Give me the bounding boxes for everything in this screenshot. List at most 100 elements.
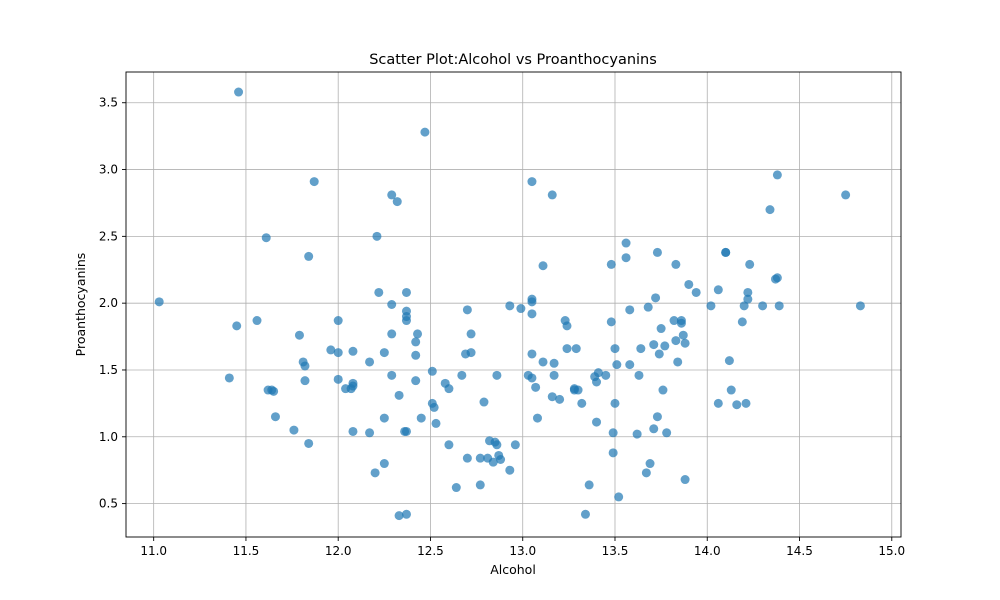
data-point	[855, 301, 865, 311]
data-point	[656, 324, 666, 334]
data-point	[401, 287, 411, 297]
data-point	[632, 429, 642, 439]
data-point	[304, 251, 314, 261]
data-point	[387, 300, 397, 309]
y-axis-ticks: 0.5 1.0 1.5 2.0 2.5 3.0 3.5	[99, 96, 126, 511]
data-point	[739, 301, 749, 311]
data-point	[562, 321, 572, 331]
y-tick-label: 1.5	[99, 363, 118, 377]
data-point	[496, 455, 506, 464]
data-point	[601, 370, 611, 380]
data-point	[592, 417, 602, 427]
data-point	[462, 453, 472, 463]
data-point	[774, 301, 784, 311]
data-point	[234, 87, 244, 97]
data-point	[466, 348, 476, 358]
data-point	[643, 302, 653, 312]
data-point	[571, 344, 581, 354]
data-point	[538, 261, 548, 271]
data-point	[527, 373, 537, 383]
data-point	[392, 197, 402, 207]
data-point	[577, 398, 587, 408]
data-point	[431, 418, 441, 428]
x-tick-label: 11.0	[140, 544, 167, 558]
x-tick-label: 12.5	[417, 544, 444, 558]
data-point	[532, 413, 542, 423]
data-point	[475, 480, 485, 490]
data-point	[660, 341, 670, 351]
data-point	[333, 348, 343, 358]
data-point	[612, 360, 622, 370]
data-point	[348, 426, 358, 436]
data-point	[261, 233, 271, 243]
data-point	[348, 346, 358, 356]
data-point	[608, 448, 618, 458]
data-point	[658, 385, 668, 395]
data-point	[492, 370, 502, 380]
data-point	[732, 400, 742, 410]
data-point	[706, 301, 716, 311]
data-point	[549, 370, 559, 380]
data-point	[411, 337, 421, 347]
data-point	[592, 377, 602, 387]
data-point	[527, 297, 537, 307]
data-point	[444, 384, 454, 394]
data-point	[348, 378, 358, 388]
data-point	[379, 413, 389, 423]
data-point	[475, 453, 485, 463]
data-point	[527, 349, 537, 359]
plot-frame	[125, 71, 902, 538]
data-point	[411, 376, 421, 386]
data-point	[573, 385, 583, 395]
data-point	[154, 297, 164, 307]
data-point	[466, 329, 476, 339]
data-point	[401, 426, 411, 436]
data-point	[333, 316, 343, 326]
data-point	[684, 279, 694, 289]
x-tick-label: 11.5	[233, 544, 260, 558]
data-point	[743, 294, 753, 304]
data-point	[527, 177, 537, 187]
data-point	[479, 397, 489, 407]
data-point	[671, 259, 681, 269]
data-point	[394, 390, 404, 400]
data-point	[270, 412, 280, 422]
data-point	[562, 344, 572, 354]
data-point	[387, 190, 397, 200]
data-point	[649, 424, 659, 434]
data-point	[427, 366, 437, 376]
data-point	[527, 309, 537, 319]
data-point	[538, 357, 548, 367]
data-point	[505, 301, 515, 311]
data-point	[492, 440, 502, 450]
data-point	[379, 459, 389, 469]
y-tick-label: 3.0	[99, 163, 118, 177]
data-point	[326, 345, 336, 355]
data-point	[634, 370, 644, 380]
data-point	[680, 475, 690, 485]
data-point	[289, 425, 299, 435]
data-point	[387, 370, 397, 380]
data-point	[516, 304, 526, 314]
x-axis-ticks: 11.0 11.5 12.0 12.5 13.0 13.5 14.0 14.5 15.0	[140, 537, 905, 558]
data-point	[531, 382, 541, 392]
data-point	[741, 398, 751, 408]
data-point	[772, 273, 782, 283]
data-point	[841, 190, 851, 200]
data-point	[691, 287, 701, 297]
data-point	[309, 177, 319, 187]
data-point	[765, 205, 775, 215]
data-point	[547, 392, 557, 402]
data-point	[411, 350, 421, 360]
x-axis-label: Alcohol	[490, 562, 536, 577]
data-point	[547, 190, 557, 200]
data-point	[652, 247, 662, 257]
data-point	[621, 253, 631, 263]
data-point	[300, 376, 310, 386]
data-point	[457, 370, 467, 380]
data-point	[300, 361, 310, 371]
data-point	[365, 357, 375, 367]
data-point	[444, 440, 454, 450]
data-point	[676, 316, 686, 326]
